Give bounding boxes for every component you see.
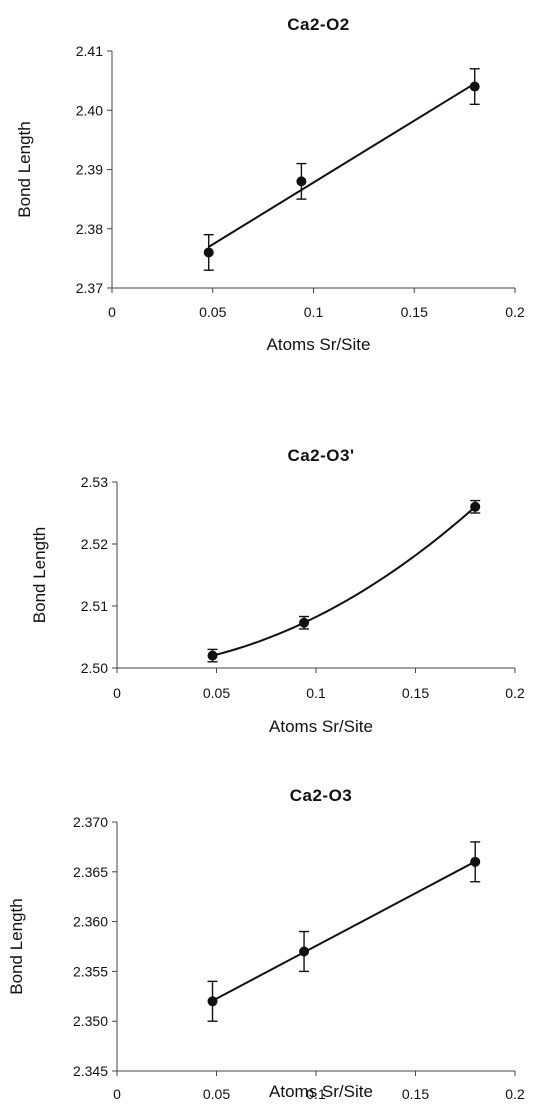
x-tick-label: 0.05 [203,685,230,701]
y-axis-label: Bond Length [15,121,34,217]
y-tick-label: 2.51 [81,598,108,614]
x-tick-label: 0.15 [402,685,429,701]
x-tick-label: 0 [113,1086,121,1102]
y-tick-label: 2.350 [73,1013,108,1029]
chart-title: Ca2-O3' [287,446,354,465]
trend-curve [212,506,476,657]
x-axis-label: Atoms Sr/Site [267,335,371,354]
y-tick-label: 2.355 [73,963,108,979]
data-point [470,856,481,867]
x-tick-label: 0.2 [505,1086,525,1102]
x-axis-label: Atoms Sr/Site [269,717,373,736]
y-tick-label: 2.345 [73,1063,108,1079]
y-tick-label: 2.38 [76,221,103,237]
data-point [469,81,480,92]
y-axis-label: Bond Length [30,527,49,623]
y-tick-label: 2.50 [81,660,108,676]
x-tick-label: 0.1 [304,304,324,320]
x-tick-label: 0.1 [306,685,326,701]
x-tick-label: 0 [113,685,121,701]
x-axis-label: Atoms Sr/Site [269,1082,373,1101]
y-tick-label: 2.37 [76,280,103,296]
data-point [203,247,214,258]
y-tick-label: 2.39 [76,162,103,178]
data-point [470,501,481,512]
x-tick-label: 0.05 [199,304,226,320]
chart-1: Ca2-O2 2.37 2.38 2.39 2.40 2.41 0 0.05 0.1 0.15 0.… [15,15,525,354]
trend-line [208,82,476,248]
chart-title: Ca2-O3 [290,786,353,805]
x-tick-label: 0.15 [402,1086,429,1102]
x-tick-label: 0.2 [505,304,525,320]
y-axis-label: Bond Length [7,898,26,994]
x-tick-label: 0.05 [203,1086,230,1102]
chart-2: Ca2-O3' 2.50 2.51 2.52 2.53 0 0.05 0.1 0.15 0.2 At… [30,446,525,736]
data-point [207,996,218,1007]
data-point [207,650,218,661]
y-tick-label: 2.53 [81,474,108,490]
y-tick-label: 2.41 [76,43,103,59]
trend-line [212,860,476,1002]
chart-title: Ca2-O2 [287,15,350,34]
y-tick-label: 2.52 [81,536,108,552]
y-tick-label: 2.40 [76,102,103,118]
x-tick-label: 0.1 [306,1086,326,1102]
x-tick-label: 0.15 [401,304,428,320]
y-tick-label: 2.370 [73,814,108,830]
x-tick-label: 0 [108,304,116,320]
chart-3: Ca2-O3 2.345 2.350 2.355 2.360 2.365 2.370 0 0.0… [7,786,525,1102]
data-point [299,617,310,628]
data-point [296,176,307,187]
y-tick-label: 2.360 [73,914,108,930]
x-tick-label: 0.2 [505,685,525,701]
data-point [299,946,310,957]
y-tick-label: 2.365 [73,864,108,880]
